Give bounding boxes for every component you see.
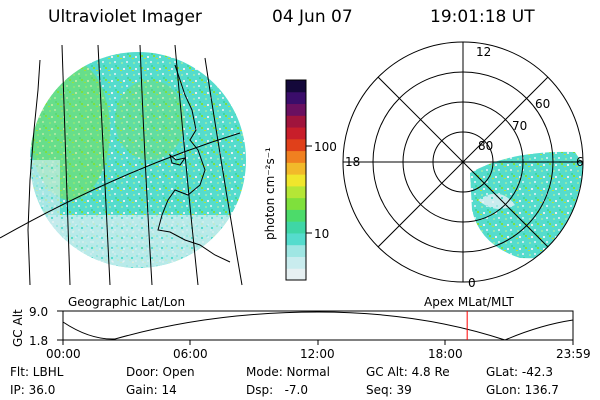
colorbar-tick-10: 10 [314,227,330,241]
colorbar-segment [286,162,306,175]
colorbar-segment [286,268,306,281]
colorbar-segment [286,221,306,234]
status-glat: GLat: -42.3 [486,365,553,379]
altitude-ytick-high: 9.0 [29,305,49,319]
status-glon: GLon: 136.7 [486,383,559,397]
colorbar-segment [286,127,306,140]
colorbar-segment [286,103,306,116]
colorbar-segment [286,115,306,128]
colorbar-tick-100: 100 [314,140,337,154]
colorbar-segment [286,91,306,105]
status-gc-alt: GC Alt: 4.8 Re [366,365,450,379]
polar-grid [342,41,584,283]
status-door: Door: Open [126,365,195,379]
colorbar-segment [286,150,306,163]
colorbar-segment [286,174,306,187]
colorbar-segment [286,232,306,246]
colorbar-segment [286,138,306,152]
mlat-label-80: 80 [478,139,494,153]
colorbar-segment [286,185,306,199]
time-tick-0000: 00:00 [46,347,81,361]
status-mode: Mode: Normal [246,365,330,379]
image-time: 19:01:18 UT [430,7,535,27]
mlt-label-12: 12 [476,45,492,59]
status-seq: Seq: 39 [366,383,412,397]
status-filter: Flt: LBHL [10,365,64,379]
geographic-image [0,44,246,286]
mlt-label-0: 0 [468,276,476,290]
colorbar-segment [286,256,306,269]
colorbar-segment [286,80,306,93]
mlat-label-60: 60 [535,97,551,111]
instrument-title: Ultraviolet Imager [48,7,202,27]
time-tick-1800: 18:00 [428,347,463,361]
time-tick-0600: 06:00 [173,347,208,361]
mlt-label-6: 6 [576,155,584,169]
status-ip: IP: 36.0 [10,383,56,397]
status-dsp: Dsp: -7.0 [246,383,309,397]
altitude-ylabel: GC Alt [11,309,25,347]
altitude-plot [57,310,574,345]
time-tick-1200: 12:00 [300,347,335,361]
status-gain: Gain: 14 [126,383,177,397]
image-date: 04 Jun 07 [272,7,353,27]
mlt-label-18: 18 [345,155,361,169]
colorbar-segment [286,197,306,210]
polar-label: Apex MLat/MLT [424,295,514,309]
altitude-ytick-low: 1.8 [29,334,49,348]
colorbar [285,79,312,281]
mlat-label-70: 70 [512,119,528,133]
time-tick-2359: 23:59 [556,347,591,361]
colorbar-unit-label: photon cm⁻²s⁻¹ [263,147,277,240]
colorbar-segment [286,244,306,257]
geographic-label: Geographic Lat/Lon [68,295,186,309]
colorbar-segment [286,209,306,222]
